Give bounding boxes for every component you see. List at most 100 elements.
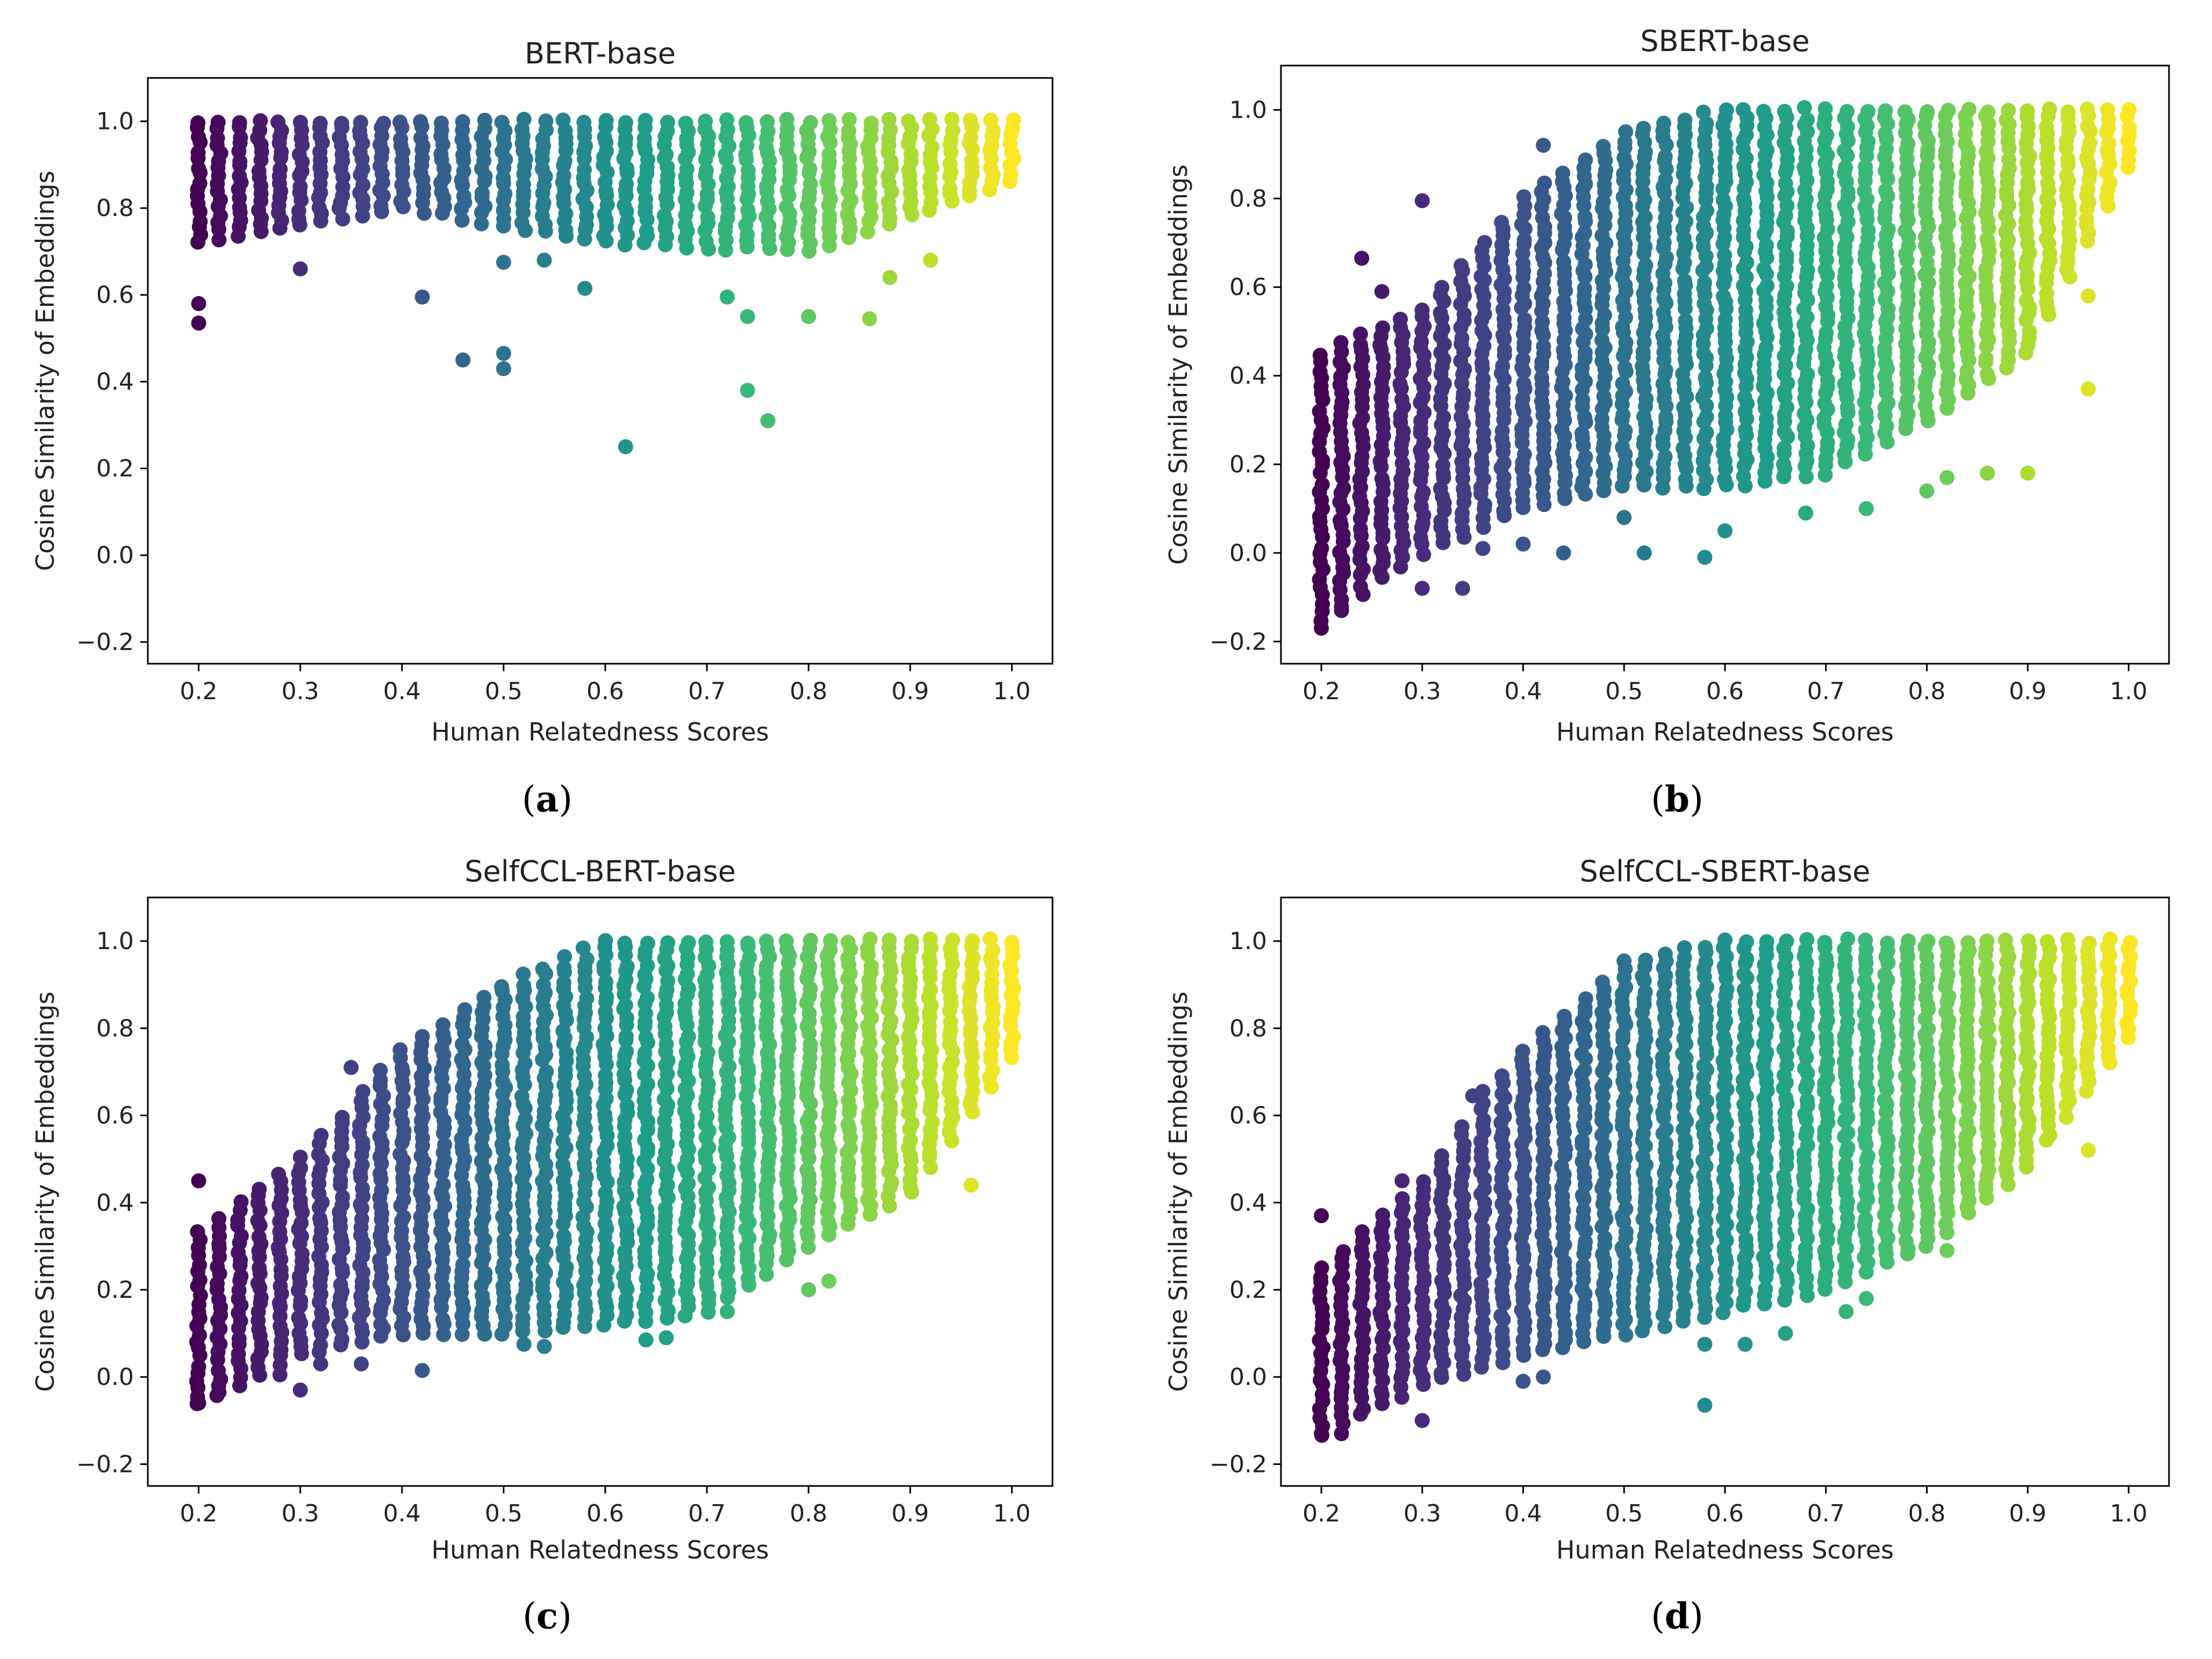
scatter-point xyxy=(882,270,898,285)
scatter-point xyxy=(2079,101,2095,117)
scatter-point xyxy=(821,1273,836,1289)
scatter-point xyxy=(1516,189,1531,205)
scatter-point xyxy=(211,1211,227,1226)
scatter-point xyxy=(1961,102,1977,117)
scatter-point xyxy=(2060,152,2075,167)
scatter-point xyxy=(456,163,471,179)
scatter-point xyxy=(1818,1141,1834,1157)
scatter-point xyxy=(1416,1324,1432,1340)
scatter-point xyxy=(721,163,736,178)
scatter-point xyxy=(1433,305,1448,321)
scatter-point xyxy=(1597,1316,1613,1332)
scatter-point xyxy=(1980,104,1996,120)
scatter-point xyxy=(801,309,817,325)
scatter-point xyxy=(1636,545,1652,561)
scatter-point xyxy=(840,935,856,950)
y-tick-label: 0.4 xyxy=(96,368,134,396)
scatter-point xyxy=(476,989,492,1005)
scatter-point xyxy=(1495,1347,1511,1362)
scatter-point xyxy=(1799,1123,1815,1139)
scatter-points xyxy=(1312,931,2138,1443)
scatter-point xyxy=(494,114,510,130)
scatter-point xyxy=(292,114,308,130)
scatter-point xyxy=(1800,112,1815,127)
scatter-point xyxy=(740,383,755,398)
scatter-point xyxy=(515,1310,531,1326)
scatter-point xyxy=(455,114,470,130)
scatter-point xyxy=(799,1162,815,1178)
scatter-point xyxy=(1557,485,1572,501)
scatter-point xyxy=(1717,523,1733,538)
scatter-point xyxy=(252,1181,267,1197)
y-tick-label: 0.2 xyxy=(96,1276,134,1304)
scatter-point xyxy=(922,982,938,997)
scatter-point xyxy=(556,975,571,990)
scatter-point xyxy=(598,1186,613,1201)
scatter-point xyxy=(1979,367,1995,382)
scatter-point xyxy=(1898,321,1914,336)
scatter-point xyxy=(1657,1319,1673,1334)
scatter-point xyxy=(293,1160,309,1175)
panel-caption: (a) xyxy=(522,778,572,820)
scatter-point xyxy=(640,936,655,951)
scatter-point xyxy=(863,958,879,974)
scatter-point xyxy=(1618,124,1634,140)
scatter-point xyxy=(393,131,409,147)
scatter-point xyxy=(271,1167,287,1182)
scatter-point xyxy=(719,112,735,127)
scatter-point xyxy=(577,162,592,177)
scatter-points xyxy=(190,112,1021,455)
scatter-point xyxy=(964,1060,979,1075)
scatter-point xyxy=(923,253,939,268)
scatter-point xyxy=(1736,966,1752,982)
scatter-point xyxy=(538,113,554,129)
scatter-point xyxy=(681,1029,696,1044)
scatter-point xyxy=(1817,101,1833,117)
scatter-point xyxy=(1837,1172,1852,1187)
x-tick-label: 0.5 xyxy=(1605,678,1643,705)
scatter-point xyxy=(414,1029,430,1044)
scatter-point xyxy=(1738,1122,1754,1138)
scatter-point xyxy=(535,1261,551,1277)
axes-frame xyxy=(147,896,1054,1487)
scatter-point xyxy=(799,1225,815,1240)
scatter-point xyxy=(272,1367,288,1383)
scatter-point xyxy=(392,114,407,130)
scatter-point xyxy=(1799,932,1815,947)
scatter-point xyxy=(1496,455,1512,471)
scatter-point xyxy=(1717,932,1733,948)
scatter-point xyxy=(576,114,592,130)
scatter-panel-b: 0.2 0.3 0.4 0.5 0.6 0.7 0.8 0.9 1.0−0.20.00.20.4… xyxy=(1164,24,2170,820)
scatter-point xyxy=(516,112,532,127)
scatter-point xyxy=(942,181,958,196)
scatter-point xyxy=(964,153,979,168)
scatter-point xyxy=(760,413,776,428)
scatter-point xyxy=(1840,1125,1856,1141)
x-axis-label: Human Relatedness Scores xyxy=(431,717,769,746)
scatter-point xyxy=(1578,991,1593,1007)
scatter-point xyxy=(373,1062,388,1078)
scatter-point xyxy=(1820,435,1835,450)
scatter-point xyxy=(803,115,818,131)
scatter-point xyxy=(1796,1186,1812,1202)
scatter-point xyxy=(903,1132,918,1148)
scatter-point xyxy=(252,1260,267,1276)
scatter-point xyxy=(516,1214,532,1230)
scatter-point xyxy=(1574,1133,1590,1148)
scatter-point xyxy=(311,1147,326,1162)
scatter-point xyxy=(1496,1158,1512,1173)
scatter-point xyxy=(1455,1256,1471,1272)
scatter-point xyxy=(496,346,511,361)
scatter-point xyxy=(1493,1308,1509,1324)
scatter-point xyxy=(1737,982,1752,997)
scatter-point xyxy=(457,1002,473,1017)
scatter-point xyxy=(2100,102,2115,118)
scatter-point xyxy=(1376,1328,1391,1344)
scatter-point xyxy=(1817,935,1832,950)
scatter-point xyxy=(1595,1028,1610,1044)
scatter-point xyxy=(1677,273,1692,289)
scatter-panel-d: 0.2 0.3 0.4 0.5 0.6 0.7 0.8 0.9 1.0−0.20.00.20.4… xyxy=(1164,854,2170,1637)
scatter-point xyxy=(435,1017,451,1032)
scatter-point xyxy=(1758,1281,1773,1297)
y-tick-label: −0.2 xyxy=(76,1450,134,1478)
